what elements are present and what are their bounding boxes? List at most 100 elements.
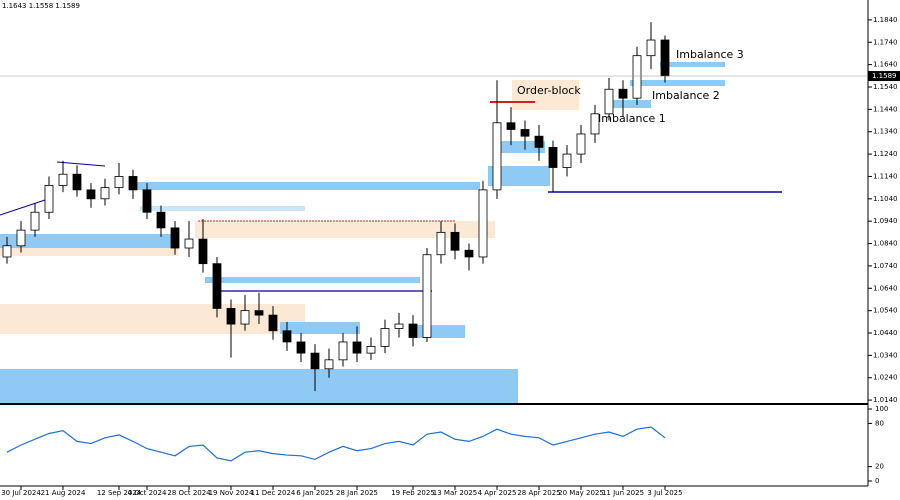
x-tick-label: 4 Oct 2024 (128, 489, 167, 497)
candle-body (632, 55, 642, 99)
candle-body (212, 263, 222, 309)
x-tick-label: 6 Jan 2025 (296, 489, 334, 497)
zone (0, 234, 178, 248)
candle-body (198, 238, 208, 265)
y-tick-label: 80 (875, 419, 884, 427)
candle-body (128, 176, 138, 191)
x-tick-label: 28 Oct 2024 (167, 489, 211, 497)
candle-body (86, 189, 96, 200)
zone (0, 304, 305, 334)
header-prices: 1.1643 1.1558 1.1589 (2, 2, 80, 10)
y-tick-label: 1.0240 (873, 374, 898, 382)
trend-line (56, 161, 106, 167)
annotation: Imbalance 2 (652, 89, 720, 102)
y-tick-label: 1.0340 (873, 351, 898, 359)
y-tick-label: 1.0440 (873, 329, 898, 337)
candle-body (548, 146, 558, 168)
x-tick-label: 19 Nov 2024 (209, 489, 254, 497)
candle-body (436, 231, 446, 256)
candle-body (226, 308, 236, 325)
candle-body (450, 231, 460, 251)
zone (195, 221, 495, 238)
candle-body (184, 238, 194, 249)
y-tick-label: 1.1840 (873, 16, 898, 24)
candle-body (352, 341, 362, 354)
candle-body (660, 39, 670, 77)
candle-body (394, 323, 404, 329)
y-tick-label: 1.1640 (873, 61, 898, 69)
x-tick-label: 28 Jan 2025 (336, 489, 378, 497)
zone (410, 325, 465, 338)
zone (512, 80, 579, 110)
x-tick-label: 4 Apr 2025 (478, 489, 517, 497)
y-tick-label: 1.1740 (873, 38, 898, 46)
y-tick-label: 20 (875, 463, 884, 471)
candle-body (114, 176, 124, 189)
candle-body (240, 310, 250, 325)
zone (0, 248, 178, 256)
zone (605, 100, 651, 108)
y-tick-label: 1.0640 (873, 284, 898, 292)
candle-body (646, 39, 656, 57)
candle-body (2, 245, 12, 258)
y-tick-label: 1.0140 (873, 396, 898, 404)
y-tick-label: 1.1440 (873, 105, 898, 113)
candle-body (254, 310, 264, 316)
x-tick-label: 21 Aug 2024 (41, 489, 86, 497)
candle-body (58, 173, 68, 186)
y-tick-label: 1.0940 (873, 217, 898, 225)
y-tick-label: 1.0540 (873, 307, 898, 315)
x-tick-label: 28 Apr 2025 (517, 489, 560, 497)
x-tick-label: 19 Feb 2025 (391, 489, 435, 497)
candle-body (604, 88, 614, 115)
candle-body (520, 129, 530, 137)
candle-body (366, 346, 376, 354)
y-tick-label: 1.0740 (873, 262, 898, 270)
zone (140, 206, 305, 211)
candle-body (310, 352, 320, 370)
y-tick-label: 1.1240 (873, 150, 898, 158)
annotation: Imbalance 1 (598, 112, 666, 125)
candle-body (478, 189, 488, 258)
zone (488, 166, 550, 186)
candle-body (282, 330, 292, 343)
candle-body (156, 211, 166, 229)
candle-body (16, 229, 26, 247)
price-label: 1.1589 (872, 72, 897, 80)
annotation: Order-block (517, 84, 581, 97)
oscillator-line (6, 426, 666, 462)
candle-body (44, 184, 54, 213)
candle-body (296, 341, 306, 354)
zone (280, 322, 360, 334)
candle-body (338, 341, 348, 361)
candle-body (534, 135, 544, 148)
y-tick-label: 1.1540 (873, 83, 898, 91)
candle-body (562, 153, 572, 168)
annotation: Imbalance 3 (676, 48, 744, 61)
candle-body (464, 249, 474, 258)
candle-body (408, 323, 418, 338)
candle-body (30, 211, 40, 231)
zone (205, 277, 420, 283)
zone (130, 182, 480, 190)
y-tick-label: 1.0840 (873, 240, 898, 248)
candle-body (618, 88, 628, 99)
candle-body (100, 187, 110, 200)
candle-body (142, 189, 152, 213)
x-tick-label: 30 Jul 2024 (1, 489, 41, 497)
x-tick-label: 11 Jun 2025 (602, 489, 644, 497)
y-tick-label: 1.1040 (873, 195, 898, 203)
candle-body (268, 314, 278, 332)
zone (630, 80, 725, 86)
x-tick-label: 11 Dec 2024 (251, 489, 296, 497)
candle-body (576, 133, 586, 155)
y-tick-label: 100 (875, 405, 888, 413)
candle-body (506, 122, 516, 130)
x-tick-label: 20 May 2025 (558, 489, 604, 497)
candle-body (590, 113, 600, 135)
x-tick-label: 13 Mar 2025 (433, 489, 477, 497)
zones (0, 62, 782, 403)
candle-body (170, 227, 180, 249)
candle-body (72, 173, 82, 191)
